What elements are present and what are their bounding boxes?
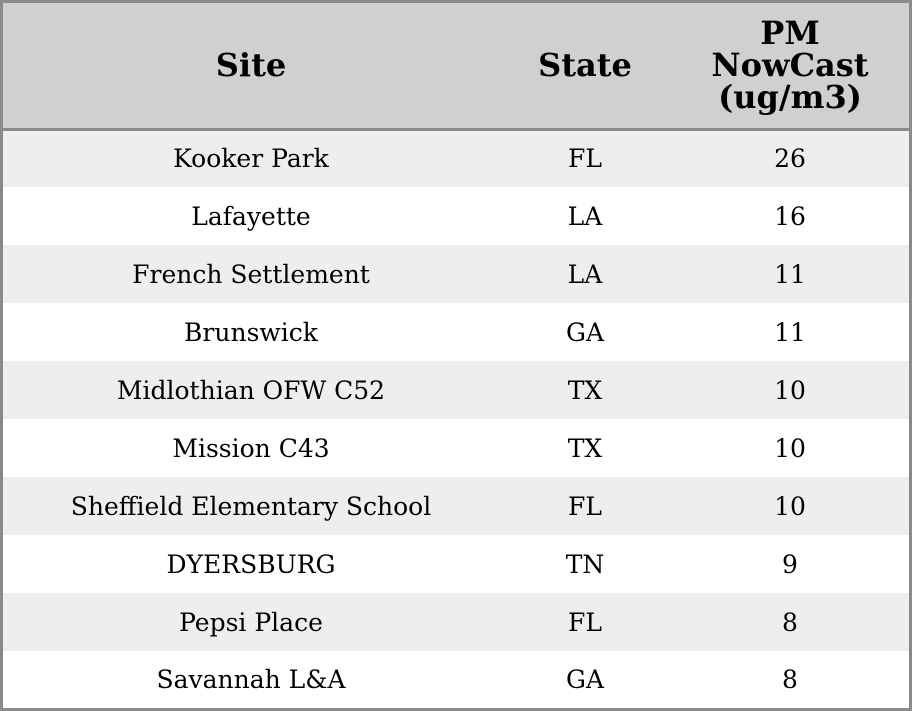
cell-pm-value: 11 [774,317,806,347]
cell-pm-value: 8 [782,607,798,637]
cell-site: DYERSBURG [166,549,336,579]
cell-site: Pepsi Place [179,607,323,637]
cell-pm-value: 11 [774,259,806,289]
cell-state: TX [567,375,603,405]
cell-state: LA [567,201,603,231]
cell-state: TX [567,433,603,463]
cell-site: Savannah L&A [156,664,346,694]
cell-pm-value: 10 [774,433,806,463]
table-row: DYERSBURG TN 9 [3,535,909,593]
cell-state: TN [565,549,605,579]
table-body: Kooker Park FL 26 Lafayette LA 16 French… [3,129,909,707]
table-header: Site State PM NowCast (ug/m3) [3,3,909,131]
cell-pm-value: 9 [782,549,798,579]
cell-state: FL [568,144,602,174]
table-row: Midlothian OFW C52 TX 10 [3,361,909,419]
column-header-state: State [499,3,671,131]
table-row: Kooker Park FL 26 [3,129,909,187]
table-row: Sheffield Elementary School FL 10 [3,477,909,535]
table-row: Mission C43 TX 10 [3,419,909,477]
cell-pm-value: 16 [774,201,806,231]
cell-site: Lafayette [191,201,311,231]
column-header-site: Site [3,3,499,131]
cell-site: Mission C43 [172,433,330,463]
cell-state: GA [565,317,605,347]
cell-site: French Settlement [132,259,370,289]
cell-site: Brunswick [184,317,318,347]
cell-pm-value: 10 [774,375,806,405]
cell-site: Kooker Park [173,144,329,174]
cell-state: LA [567,259,603,289]
column-header-pm-line-3: (ug/m3) [718,78,862,117]
cell-pm-value: 8 [782,664,798,694]
table-row: Savannah L&A GA 8 [3,651,909,707]
cell-pm-value: 26 [774,144,806,174]
cell-pm-value: 10 [774,491,806,521]
header-row: Site State PM NowCast (ug/m3) [3,3,909,131]
cell-site: Midlothian OFW C52 [116,375,386,405]
pm-nowcast-table: Site State PM NowCast (ug/m3) Kooker Par… [3,3,909,707]
column-header-pm-line-1: PM [760,14,820,53]
column-header-pm-nowcast: PM NowCast (ug/m3) [671,3,909,131]
table-row: French Settlement LA 11 [3,245,909,303]
cell-site: Sheffield Elementary School [70,491,432,521]
table-row: Pepsi Place FL 8 [3,593,909,651]
table-row: Lafayette LA 16 [3,187,909,245]
table-row: Brunswick GA 11 [3,303,909,361]
cell-state: GA [565,664,605,694]
cell-state: FL [568,607,602,637]
cell-state: FL [568,491,602,521]
column-header-pm-line-2: NowCast [711,46,869,85]
